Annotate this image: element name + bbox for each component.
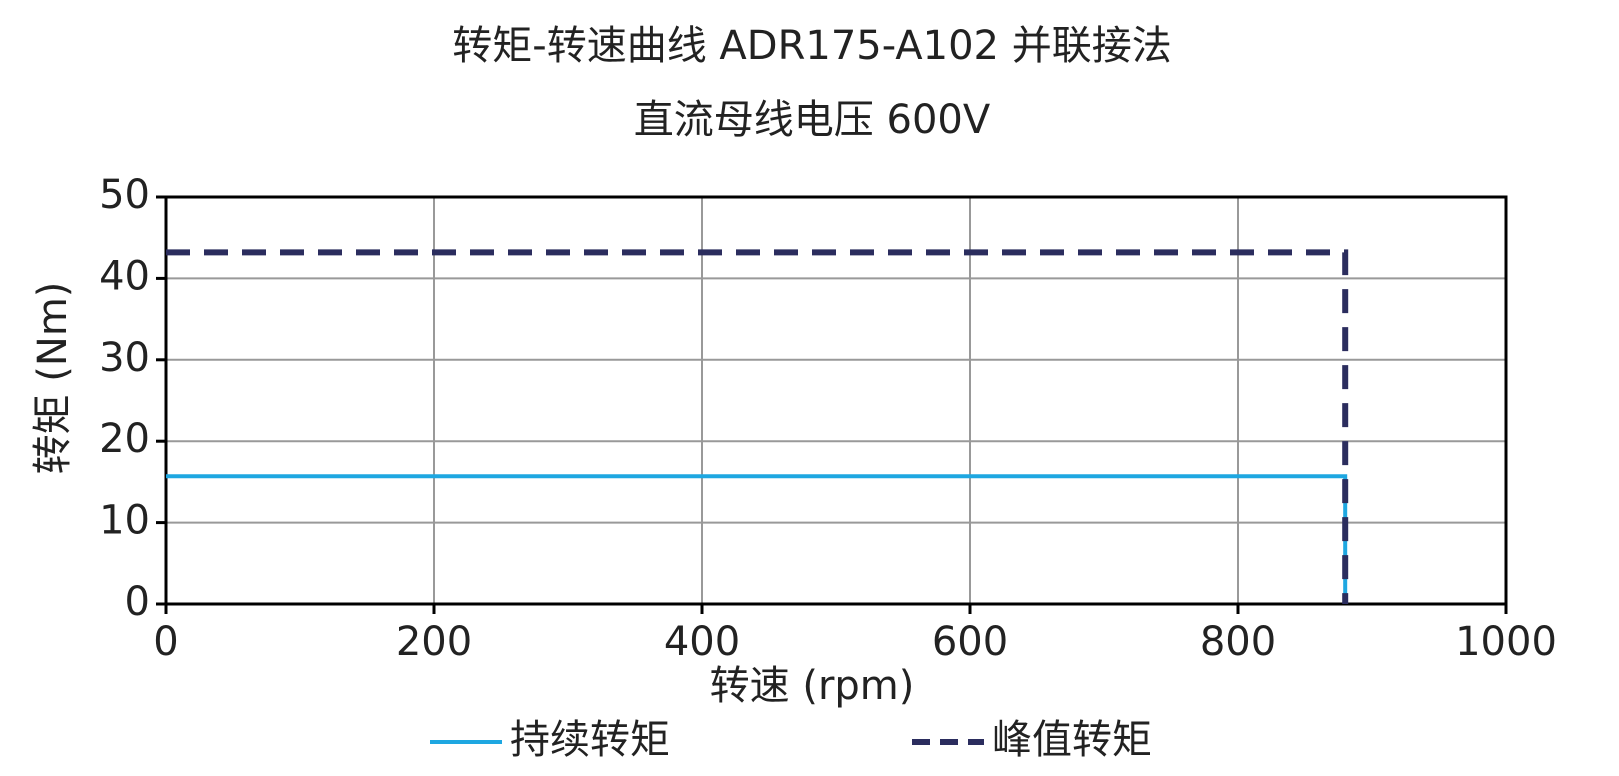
y-tick-label: 50 <box>99 172 150 218</box>
legend-label: 峰值转矩 <box>992 717 1152 763</box>
x-axis-title: 转速 (rpm) <box>710 663 915 709</box>
y-tick-label: 20 <box>99 416 150 462</box>
plot-border <box>164 195 1508 606</box>
x-tick-label: 200 <box>396 619 472 665</box>
y-tick-label: 30 <box>99 335 150 381</box>
x-tick-label: 600 <box>932 619 1008 665</box>
x-tick-label: 800 <box>1200 619 1276 665</box>
series-line <box>166 474 1348 604</box>
legend-label: 持续转矩 <box>510 717 670 763</box>
x-tick-label: 1000 <box>1455 619 1557 665</box>
y-tick-label: 40 <box>99 253 150 299</box>
y-tick-label: 0 <box>125 579 150 625</box>
x-tick-label: 400 <box>664 619 740 665</box>
y-tick-label: 10 <box>99 498 150 544</box>
x-tick-label: 0 <box>153 619 178 665</box>
chart-subtitle: 直流母线电压 600V <box>634 97 991 143</box>
chart-title: 转矩-转速曲线 ADR175-A102 并联接法 <box>452 23 1171 69</box>
y-axis-title: 转矩 (Nm) <box>30 282 76 475</box>
series-line <box>166 249 1349 604</box>
